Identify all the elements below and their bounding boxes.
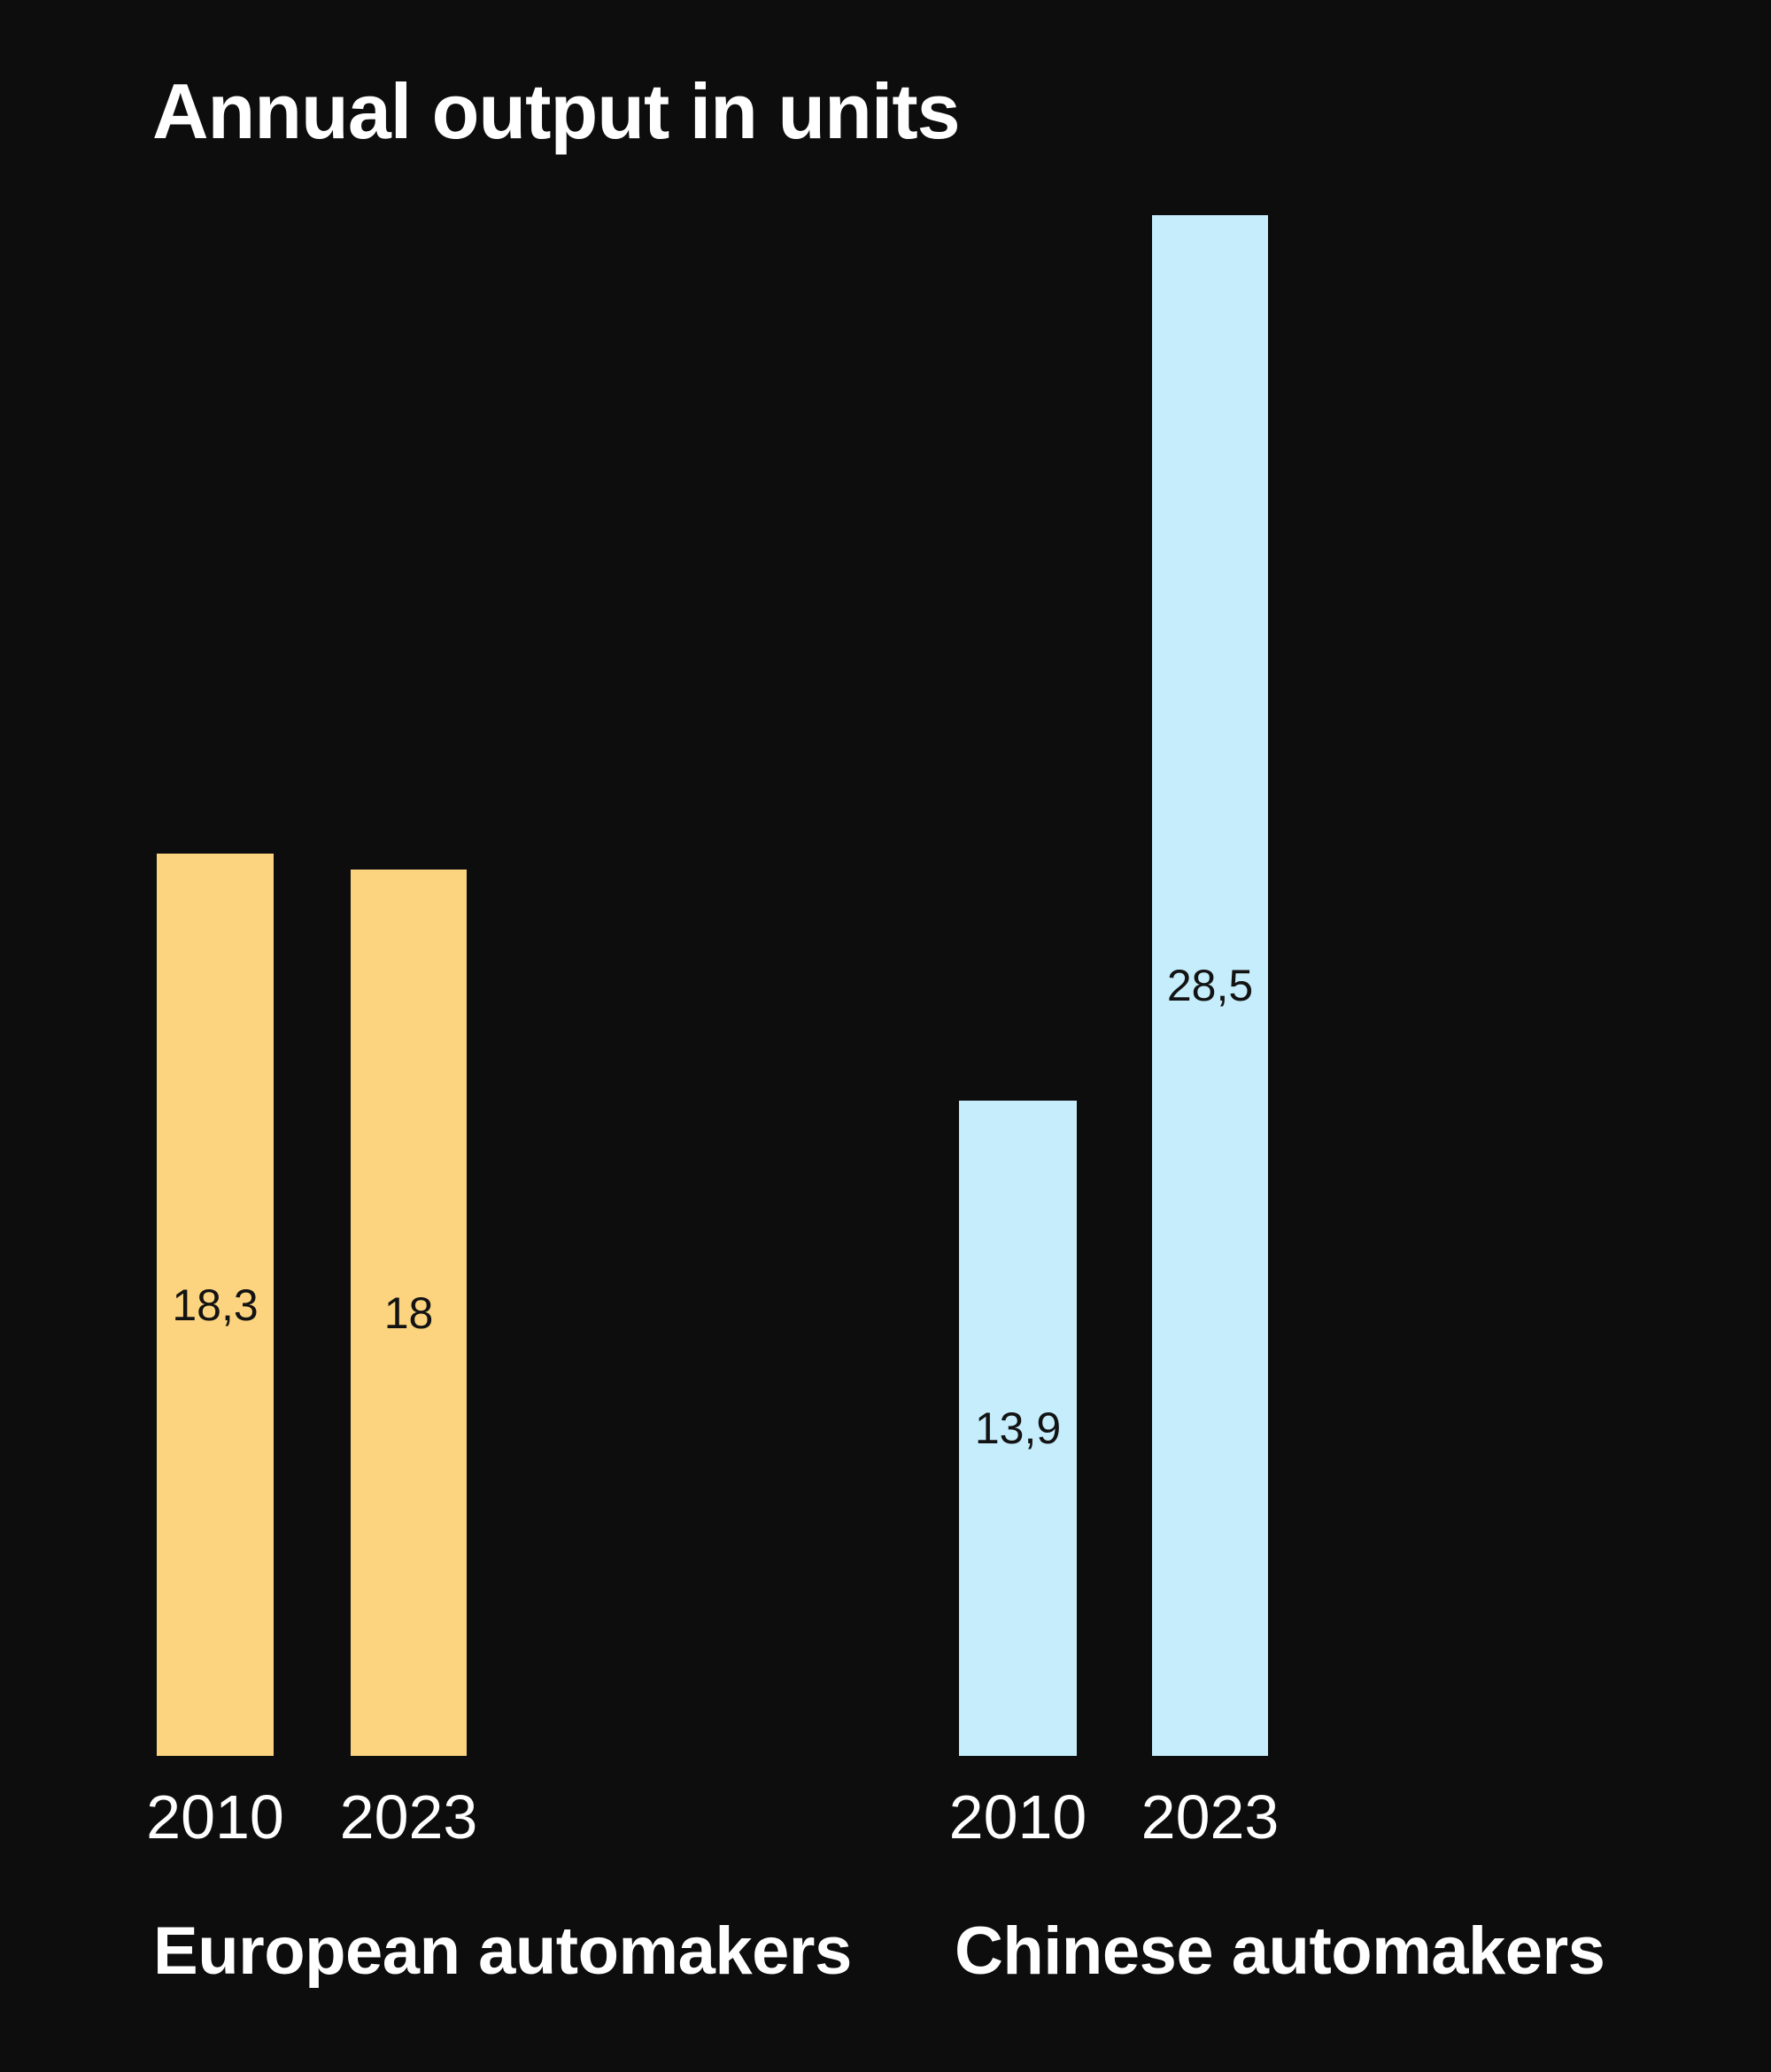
year-label-european-2023: 2023: [339, 1782, 478, 1852]
bar-value-label-chinese-2010: 13,9: [974, 1403, 1062, 1453]
chart-title: Annual output in units: [152, 67, 961, 155]
bar-chinese-2010: 13,9: [959, 1101, 1077, 1756]
bar-european-2023: 18: [351, 870, 467, 1756]
bar-value-label-chinese-2023: 28,5: [1166, 961, 1254, 1010]
year-label-european-2010: 2010: [146, 1782, 284, 1852]
year-label-chinese-2010: 2010: [948, 1782, 1087, 1852]
bar-value-label-european-2010: 18,3: [172, 1280, 259, 1330]
bar-european-2010: 18,3: [157, 854, 274, 1756]
bar-value-label-european-2023: 18: [383, 1287, 434, 1338]
bar-chinese-2023: 28,5: [1152, 215, 1268, 1756]
group-label-european: European automakers: [153, 1914, 852, 1989]
group-label-chinese: Chinese automakers: [955, 1914, 1605, 1989]
year-label-chinese-2023: 2023: [1141, 1782, 1280, 1852]
